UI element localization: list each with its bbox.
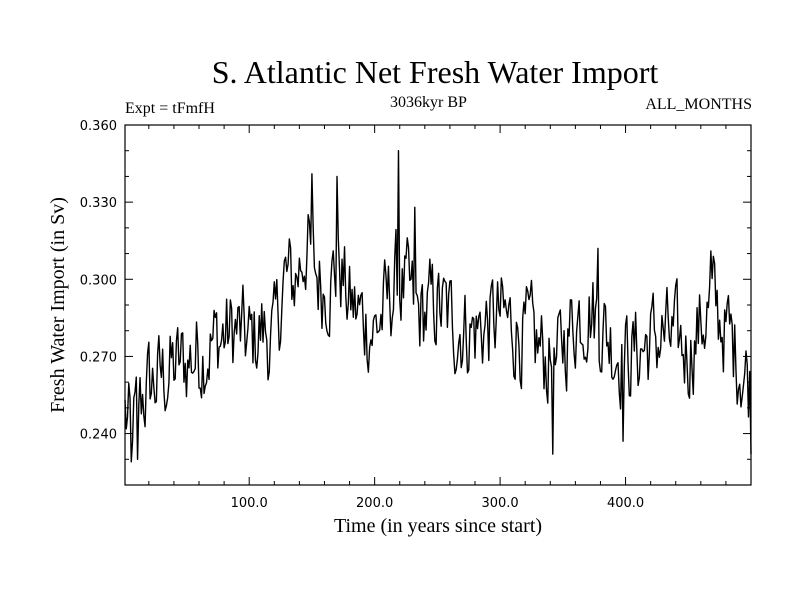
y-tick-label: 0.360: [80, 119, 117, 134]
axis-tick-labels: 100.0 200.0 300.0 400.0 0.240 0.270 0.300 0.330…: [80, 119, 644, 511]
series-line: [124, 150, 752, 463]
months-label: ALL_MONTHS: [645, 96, 752, 113]
y-tick-label: 0.240: [80, 428, 117, 443]
x-axis-label: Time (in years since start): [334, 515, 542, 537]
y-tick-label: 0.300: [80, 273, 117, 288]
period-label: 3036kyr BP: [390, 94, 467, 111]
x-tick-label: 200.0: [356, 496, 393, 511]
x-tick-label: 300.0: [481, 496, 518, 511]
y-axis-label: Fresh Water Import (in Sv): [47, 197, 69, 413]
plot-frame: [124, 124, 752, 486]
chart-title: S. Atlantic Net Fresh Water Import: [211, 54, 659, 90]
x-tick-label: 400.0: [607, 496, 644, 511]
x-tick-label: 100.0: [231, 496, 268, 511]
y-tick-label: 0.270: [80, 350, 117, 365]
axis-ticks: [125, 124, 751, 486]
experiment-label: Expt = tFmfH: [125, 100, 215, 117]
y-tick-label: 0.330: [80, 196, 117, 211]
